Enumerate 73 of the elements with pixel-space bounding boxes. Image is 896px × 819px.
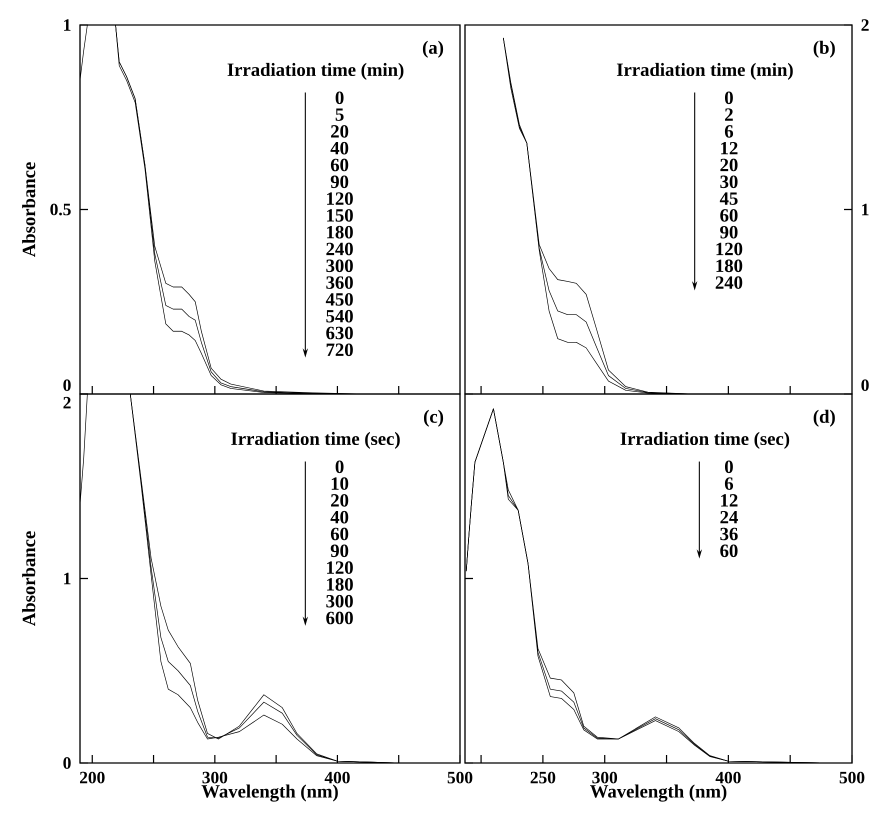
annotation: 540 (326, 310, 353, 322)
annotation: 60 (330, 158, 348, 172)
annotation: 120 (716, 242, 742, 256)
y-tick-label: 0.5 (50, 204, 71, 216)
annotation: 630 (326, 326, 353, 340)
annotation: Irradiation time (sec) (231, 432, 400, 449)
text: (c) (424, 410, 444, 427)
x-axis-title: Wavelength (nm) (202, 784, 338, 802)
annotation: 90 (330, 544, 348, 558)
annotation: 360 (326, 276, 353, 289)
annotation: 0 (724, 460, 733, 474)
x-tick-label: 500 (840, 772, 864, 784)
x-tick-label: 300 (202, 772, 228, 784)
annotation: 90 (330, 175, 348, 188)
annotation: 0 (336, 91, 344, 104)
annotation: 6 (724, 125, 734, 138)
x-tick-label: 200 (80, 772, 105, 784)
annotation: 180 (327, 578, 353, 591)
annotation: 12 (721, 142, 738, 154)
annotation: 20 (331, 125, 348, 138)
annotation: Irradiation time (sec) (620, 432, 790, 449)
y-tick-label: 2 (63, 396, 71, 408)
annotation: 40 (330, 510, 348, 524)
annotation: 240 (716, 276, 742, 289)
annotation: 180 (716, 259, 742, 272)
annotation: 300 (326, 594, 353, 608)
x-axis-title: Wavelength (nm) (590, 784, 726, 802)
annotation: 0 (336, 460, 344, 474)
x-tick-label: 400 (324, 772, 350, 784)
annotation: 30 (720, 175, 738, 188)
x-tick-label: 250 (530, 772, 556, 784)
y-axis-title: Absorbance (22, 162, 36, 258)
y-tick-label: 0 (63, 379, 71, 392)
annotation: 240 (326, 242, 353, 256)
annotation: 90 (720, 226, 738, 238)
annotation: 2 (725, 108, 733, 121)
annotation: 120 (327, 561, 353, 574)
text: (a) (422, 40, 444, 58)
annotation: 180 (327, 226, 353, 238)
annotation: 5 (336, 108, 344, 121)
annotation: 720 (326, 343, 353, 356)
y-tick-label: 1 (64, 19, 70, 31)
annotation: Irradiation time (min) (616, 62, 793, 80)
y2-tick-label: 1 (862, 204, 869, 216)
annotation: 45 (720, 192, 738, 205)
annotation: 10 (332, 477, 348, 490)
annotation: 60 (720, 209, 738, 222)
y2-tick-label: 0 (861, 379, 869, 392)
x-tick-label: 300 (592, 772, 618, 784)
x-tick-label: 400 (716, 772, 741, 784)
annotation: 120 (327, 192, 353, 205)
text: (d) (814, 410, 835, 427)
annotation: 36 (720, 528, 738, 540)
annotation: 20 (720, 158, 738, 172)
annotation: 0 (724, 91, 733, 104)
annotation: Irradiation time (min) (228, 62, 404, 80)
annotation: 300 (326, 259, 353, 272)
annotation: 600 (326, 612, 353, 624)
annotation: 12 (721, 494, 738, 507)
y-tick-label: 0 (63, 757, 71, 769)
y-tick-label: 1 (64, 572, 70, 584)
text: (b) (814, 40, 835, 58)
annotation: 6 (724, 477, 734, 490)
annotation: 450 (326, 293, 353, 306)
y2-tick-label: 2 (861, 19, 869, 31)
y-axis-title: Absorbance (22, 531, 36, 626)
annotation: 20 (331, 494, 348, 507)
annotation: 60 (720, 544, 738, 558)
annotation: 60 (330, 528, 348, 540)
annotation: 40 (330, 142, 348, 154)
annotation: 24 (720, 510, 738, 524)
x-tick-label: 500 (448, 772, 472, 784)
annotation: 150 (327, 209, 353, 222)
